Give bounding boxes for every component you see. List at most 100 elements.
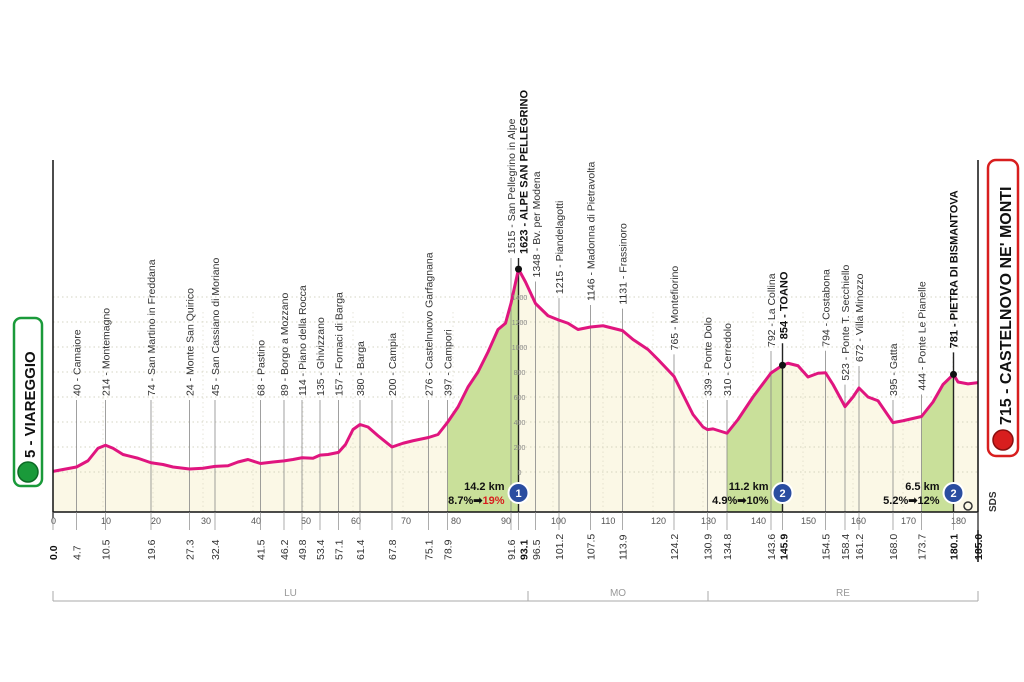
x-tick-label: 180 <box>951 516 966 526</box>
y-tick-label: 200 <box>514 445 526 452</box>
km-label: 49.8 <box>297 539 309 560</box>
km-label: 113.9 <box>618 534 630 560</box>
arrow-right-icon: ➡ <box>737 495 747 507</box>
km-label: 27.3 <box>185 539 197 560</box>
place-label: 672 - Villa Minozzo <box>854 273 866 362</box>
climb-category: 1 <box>515 488 521 500</box>
km-label: 168.0 <box>888 534 900 560</box>
climb-max-gradient: 10% <box>746 495 768 507</box>
climb-length: 6.5 km <box>905 481 939 493</box>
km-label: 53.4 <box>315 539 327 560</box>
place-label: 74 - San Martino in Freddana <box>146 259 158 396</box>
km-label: 173.7 <box>917 534 929 560</box>
km-label: 107.5 <box>586 534 598 560</box>
km-label: 4.7 <box>72 545 84 560</box>
climb-gradient: 4.9%➡10% <box>712 495 769 507</box>
place-label: 157 - Fornaci di Barga <box>334 292 346 396</box>
km-label: 78.9 <box>443 539 455 560</box>
km-label: 130.9 <box>703 534 715 560</box>
arrow-right-icon: ➡ <box>473 495 483 507</box>
place-label: 444 - Ponte Le Pianelle <box>917 281 929 390</box>
y-tick-label: 0 <box>518 470 522 477</box>
sds-mark: SDS <box>988 491 999 512</box>
km-label: 75.1 <box>424 539 436 560</box>
place-label: 380 - Barga <box>355 341 367 396</box>
region-label: MO <box>610 588 626 599</box>
arrow-right-icon: ➡ <box>908 495 918 507</box>
km-label: 67.8 <box>387 539 399 560</box>
climb-gradient: 5.2%➡12% <box>883 495 940 507</box>
x-tick-label: 60 <box>351 516 361 526</box>
summit-dot <box>779 361 786 369</box>
tunnel-icon <box>963 501 973 511</box>
place-label: 214 - Montemagno <box>101 308 113 396</box>
x-tick-label: 0 <box>51 516 56 526</box>
place-label: 1348 - Bv. per Modena <box>531 171 543 277</box>
km-label: 46.2 <box>279 539 291 560</box>
place-label: 395 - Gatta <box>888 343 900 396</box>
x-tick-label: 170 <box>901 516 916 526</box>
climb-gradient: 8.7%➡19% <box>448 495 505 507</box>
place-label: 135 - Ghivizzano <box>315 317 327 396</box>
km-label: 61.4 <box>355 539 367 560</box>
km-label: 0.0 <box>48 545 60 560</box>
place-label: 397 - Campori <box>443 329 455 396</box>
y-tick-label: 1000 <box>512 345 528 352</box>
climb-avg-gradient: 5.2% <box>883 495 908 507</box>
place-label: 854 - TOANO <box>779 271 791 339</box>
y-tick-label: 1400 <box>512 295 528 302</box>
place-label: 68 - Pastino <box>256 340 268 396</box>
km-label: 154.5 <box>821 534 833 560</box>
start-label-box: 5 - VIAREGGIO <box>12 316 44 488</box>
km-label: 91.6 <box>506 539 518 560</box>
climb-max-gradient: 19% <box>482 495 504 507</box>
climb-category: 2 <box>950 488 956 500</box>
x-tick-label: 30 <box>201 516 211 526</box>
summit-dot <box>515 265 522 273</box>
km-label: 96.5 <box>531 539 543 560</box>
place-label: 1623 - ALPE SAN PELLEGRINO <box>519 90 531 254</box>
place-label: 45 - San Cassiano di Moriano <box>210 258 222 396</box>
place-label: 200 - Campia <box>387 333 399 396</box>
y-tick-label: 600 <box>514 395 526 402</box>
climb-avg-gradient: 4.9% <box>712 495 737 507</box>
km-label: 41.5 <box>256 539 268 560</box>
place-label: 765 - Montefiorino <box>669 266 681 351</box>
climb-area <box>727 365 783 512</box>
x-tick-label: 10 <box>101 516 111 526</box>
km-label: 10.5 <box>101 539 113 560</box>
climb-length: 14.2 km <box>464 481 505 493</box>
climb-max-gradient: 12% <box>917 495 939 507</box>
y-tick-label: 400 <box>514 420 526 427</box>
x-tick-label: 160 <box>851 516 866 526</box>
place-label: 1215 - Piandelagotti <box>554 201 566 294</box>
x-tick-label: 90 <box>501 516 511 526</box>
x-tick-label: 40 <box>251 516 261 526</box>
x-tick-label: 70 <box>401 516 411 526</box>
climb-avg-gradient: 8.7% <box>448 495 473 507</box>
place-label: 1131 - Frassinoro <box>618 223 630 305</box>
region-label: RE <box>836 588 850 599</box>
x-tick-label: 110 <box>601 516 615 526</box>
place-label: 781 - PIETRA DI BISMANTOVA <box>949 190 961 348</box>
climb-category-badge <box>507 482 530 504</box>
y-tick-label: 800 <box>514 370 526 377</box>
climb-category: 2 <box>779 488 785 500</box>
place-label: 89 - Borgo a Mozzano <box>279 293 291 396</box>
place-label: 1146 - Madonna di Pietravolta <box>586 162 598 301</box>
cyclist-start-icon <box>17 461 39 483</box>
km-label: 143.6 <box>766 534 778 560</box>
summit-dot <box>950 370 957 378</box>
km-label: 134.8 <box>722 534 734 560</box>
cyclist-finish-icon <box>992 429 1014 451</box>
finish-label: 715 - CASTELNOVO NE' MONTI <box>998 187 1015 426</box>
climb-area <box>447 269 519 512</box>
km-label: 101.2 <box>554 534 566 560</box>
x-tick-label: 140 <box>751 516 766 526</box>
km-label: 185.0 <box>973 534 985 560</box>
km-label: 158.4 <box>840 534 852 560</box>
x-tick-label: 50 <box>301 516 311 526</box>
place-label: 114 - Piano della Rocca <box>297 285 309 396</box>
place-label: 276 - Castelnuovo Garfagnana <box>424 252 436 396</box>
